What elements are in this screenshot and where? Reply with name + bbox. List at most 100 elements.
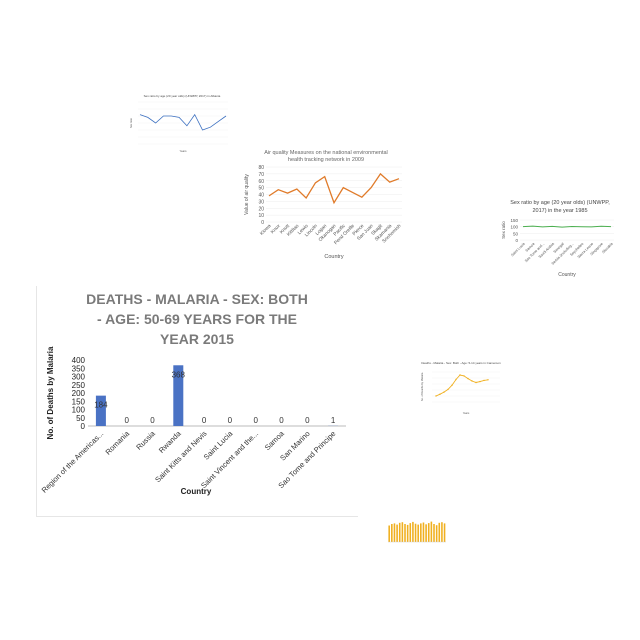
data-point (451, 384, 453, 386)
chart-title-line: DEATHS - MALARIA - SEX: BOTH (86, 291, 308, 307)
y-axis-title: No. of Deaths by Malaria (420, 372, 424, 401)
data-point (459, 374, 461, 376)
bar (417, 524, 419, 542)
bar (409, 523, 412, 542)
data-point (479, 380, 481, 383)
bar (420, 523, 422, 542)
cameroon-malaria-chart: Deaths - Malaria - Sex: Both - Age: 5-14… (418, 358, 504, 420)
data-label: 1 (331, 416, 336, 425)
chart-title-line: - AGE: 50-69 YEARS FOR THE (97, 311, 297, 327)
main-chart-left-border (36, 286, 37, 516)
y-tick-label: 30 (258, 199, 264, 205)
data-label: 184 (94, 401, 108, 410)
malaria-deaths-chart: DEATHS - MALARIA - SEX: BOTH - AGE: 50-69… (36, 286, 358, 516)
data-label: 0 (253, 416, 258, 425)
y-tick-label: 150 (72, 397, 86, 406)
chart-title-line: YEAR 2015 (160, 331, 234, 347)
bar (398, 522, 401, 542)
x-axis-title: Years (463, 411, 470, 415)
bar (435, 525, 438, 542)
data-point (483, 379, 485, 382)
data-point (471, 380, 473, 382)
chart-title: Sex ratio by age (20 year olds) (UNWPP, … (144, 94, 221, 98)
series-line (139, 113, 227, 131)
x-axis-title: Country (324, 254, 344, 260)
x-axis-title: Country (181, 487, 212, 496)
y-tick-label: 250 (72, 381, 86, 390)
data-label: 368 (172, 370, 186, 379)
y-tick-label: 200 (72, 389, 86, 398)
chart-title-line: 2017) in the year 1985 (532, 208, 587, 214)
bar (173, 365, 184, 426)
bar (401, 522, 404, 542)
y-tick-label: 20 (258, 206, 264, 212)
y-tick-label: 60 (258, 179, 264, 185)
bar (404, 524, 406, 542)
yellow-bar-thumbnail (382, 514, 448, 546)
bar (427, 523, 430, 542)
x-tick-label: Russia (134, 428, 157, 451)
x-axis-title: Years (179, 149, 187, 153)
x-tick-label: Samoa (525, 242, 536, 253)
malaria-deaths-svg: DEATHS - MALARIA - SEX: BOTH - AGE: 50-69… (40, 291, 346, 496)
data-label: 0 (124, 416, 129, 425)
y-tick-label: 0 (261, 220, 264, 226)
albania-sex-ratio-svg: Sex ratio by age (20 year olds) (UNWPP, … (129, 94, 228, 153)
air-quality-svg: Air quality Measures on the national env… (244, 150, 403, 260)
data-point (443, 391, 445, 393)
bar (425, 524, 427, 542)
x-tick-label: Romania (104, 428, 132, 456)
x-tick-label: Saint Kitts and Nevis (153, 429, 208, 484)
main-chart-bottom-border (36, 516, 358, 517)
bar (391, 524, 393, 542)
bar (443, 523, 446, 542)
y-axis-title: Value of air quality (244, 174, 250, 215)
y-axis-title: Sex ratio (129, 117, 133, 128)
bar (438, 522, 441, 542)
y-tick-label: 40 (258, 193, 264, 199)
bar (95, 395, 106, 426)
data-point (447, 388, 449, 391)
y-tick-label: 400 (72, 356, 86, 365)
y-tick-label: 50 (76, 414, 85, 423)
x-axis-title: Country (558, 272, 576, 278)
yellow-bar-svg (388, 521, 446, 543)
sex-ratio-1985-svg: Sex ratio by age (20 year olds) (UNWPP, 2… (501, 200, 614, 278)
bar (393, 523, 396, 542)
bar (433, 524, 435, 542)
y-tick-label: 50 (513, 231, 519, 236)
series-line (268, 172, 400, 205)
data-point (467, 377, 469, 380)
y-tick-label: 10 (258, 213, 264, 219)
bar (430, 521, 433, 542)
chart-title-line: Air quality Measures on the national env… (264, 150, 388, 156)
bar (422, 522, 425, 542)
y-tick-label: 300 (72, 373, 86, 382)
y-tick-label: 70 (258, 172, 264, 178)
data-label: 0 (150, 416, 155, 425)
chart-title-line: health tracking network in 2009 (288, 157, 364, 163)
bar (441, 522, 443, 542)
data-point (475, 381, 477, 384)
y-axis-title: Sex ratio (501, 221, 506, 239)
bar (414, 523, 417, 542)
y-tick-label: 50 (258, 186, 264, 192)
bar (412, 521, 414, 542)
data-label: 0 (305, 416, 310, 425)
data-label: 0 (279, 416, 284, 425)
air-quality-chart: Air quality Measures on the national env… (238, 146, 406, 262)
y-tick-label: 350 (72, 364, 86, 373)
x-tick-label: Saint Lucia (510, 242, 525, 257)
data-point (435, 395, 437, 397)
bar (388, 525, 390, 542)
data-point (487, 379, 489, 381)
data-label: 0 (202, 416, 207, 425)
data-point (455, 378, 457, 381)
x-tick-label: Samoa (263, 428, 287, 452)
chart-title: Deaths - Malaria - Sex: Both - Age: 5-14… (421, 361, 501, 365)
series-line (522, 225, 612, 228)
y-tick-label: 100 (510, 225, 518, 230)
x-tick-label: Slovakia (601, 242, 613, 254)
data-point (439, 393, 441, 395)
data-point (463, 375, 465, 377)
